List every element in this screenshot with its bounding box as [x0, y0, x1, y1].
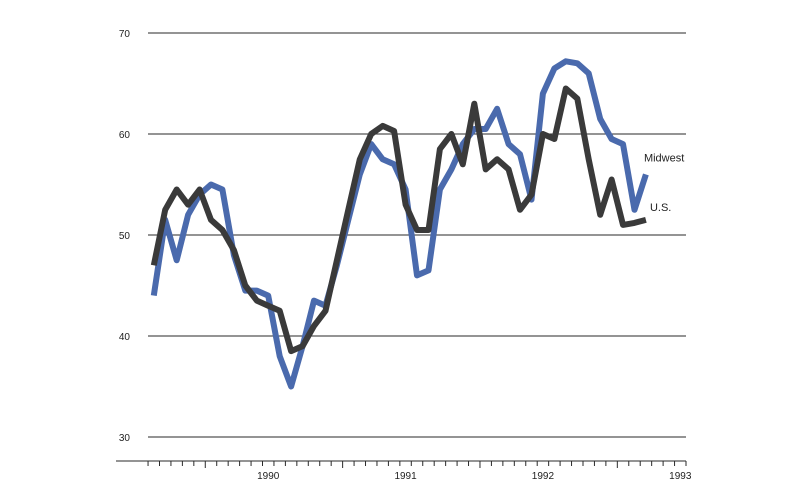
series-line-midwest — [150, 58, 649, 390]
x-tick-label: 1993 — [669, 471, 692, 482]
series-label-us: U.S. — [650, 202, 671, 214]
series-lines — [150, 58, 649, 390]
series-label-midwest: Midwest — [644, 152, 684, 164]
y-tick-label: 50 — [119, 231, 131, 242]
y-tick-label: 70 — [119, 29, 131, 40]
x-tick-labels: 1990 1991 1992 1993 — [257, 471, 692, 482]
x-tick-label: 1991 — [394, 471, 417, 482]
series-labels: Midwest U.S. — [644, 152, 684, 213]
y-tick-label: 40 — [119, 332, 131, 343]
gridlines — [148, 32, 686, 438]
x-tick-label: 1992 — [532, 471, 555, 482]
series-line-us — [150, 85, 647, 355]
x-axis — [116, 460, 687, 468]
y-tick-label: 60 — [119, 130, 131, 141]
x-tick-label: 1990 — [257, 471, 280, 482]
y-tick-label: 30 — [119, 433, 131, 444]
y-tick-labels: 30 40 50 60 70 — [119, 29, 131, 444]
